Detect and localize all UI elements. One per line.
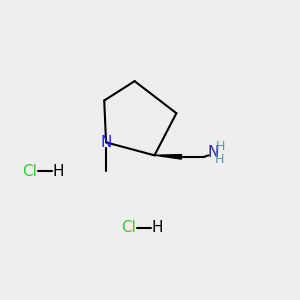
Text: Cl: Cl (22, 164, 38, 178)
Polygon shape (154, 154, 182, 159)
Text: N: N (207, 145, 219, 160)
Text: N: N (100, 135, 112, 150)
Text: H: H (216, 140, 225, 153)
Text: H: H (215, 153, 224, 166)
Text: H: H (152, 220, 163, 236)
Text: Cl: Cl (122, 220, 136, 236)
Text: H: H (53, 164, 64, 178)
